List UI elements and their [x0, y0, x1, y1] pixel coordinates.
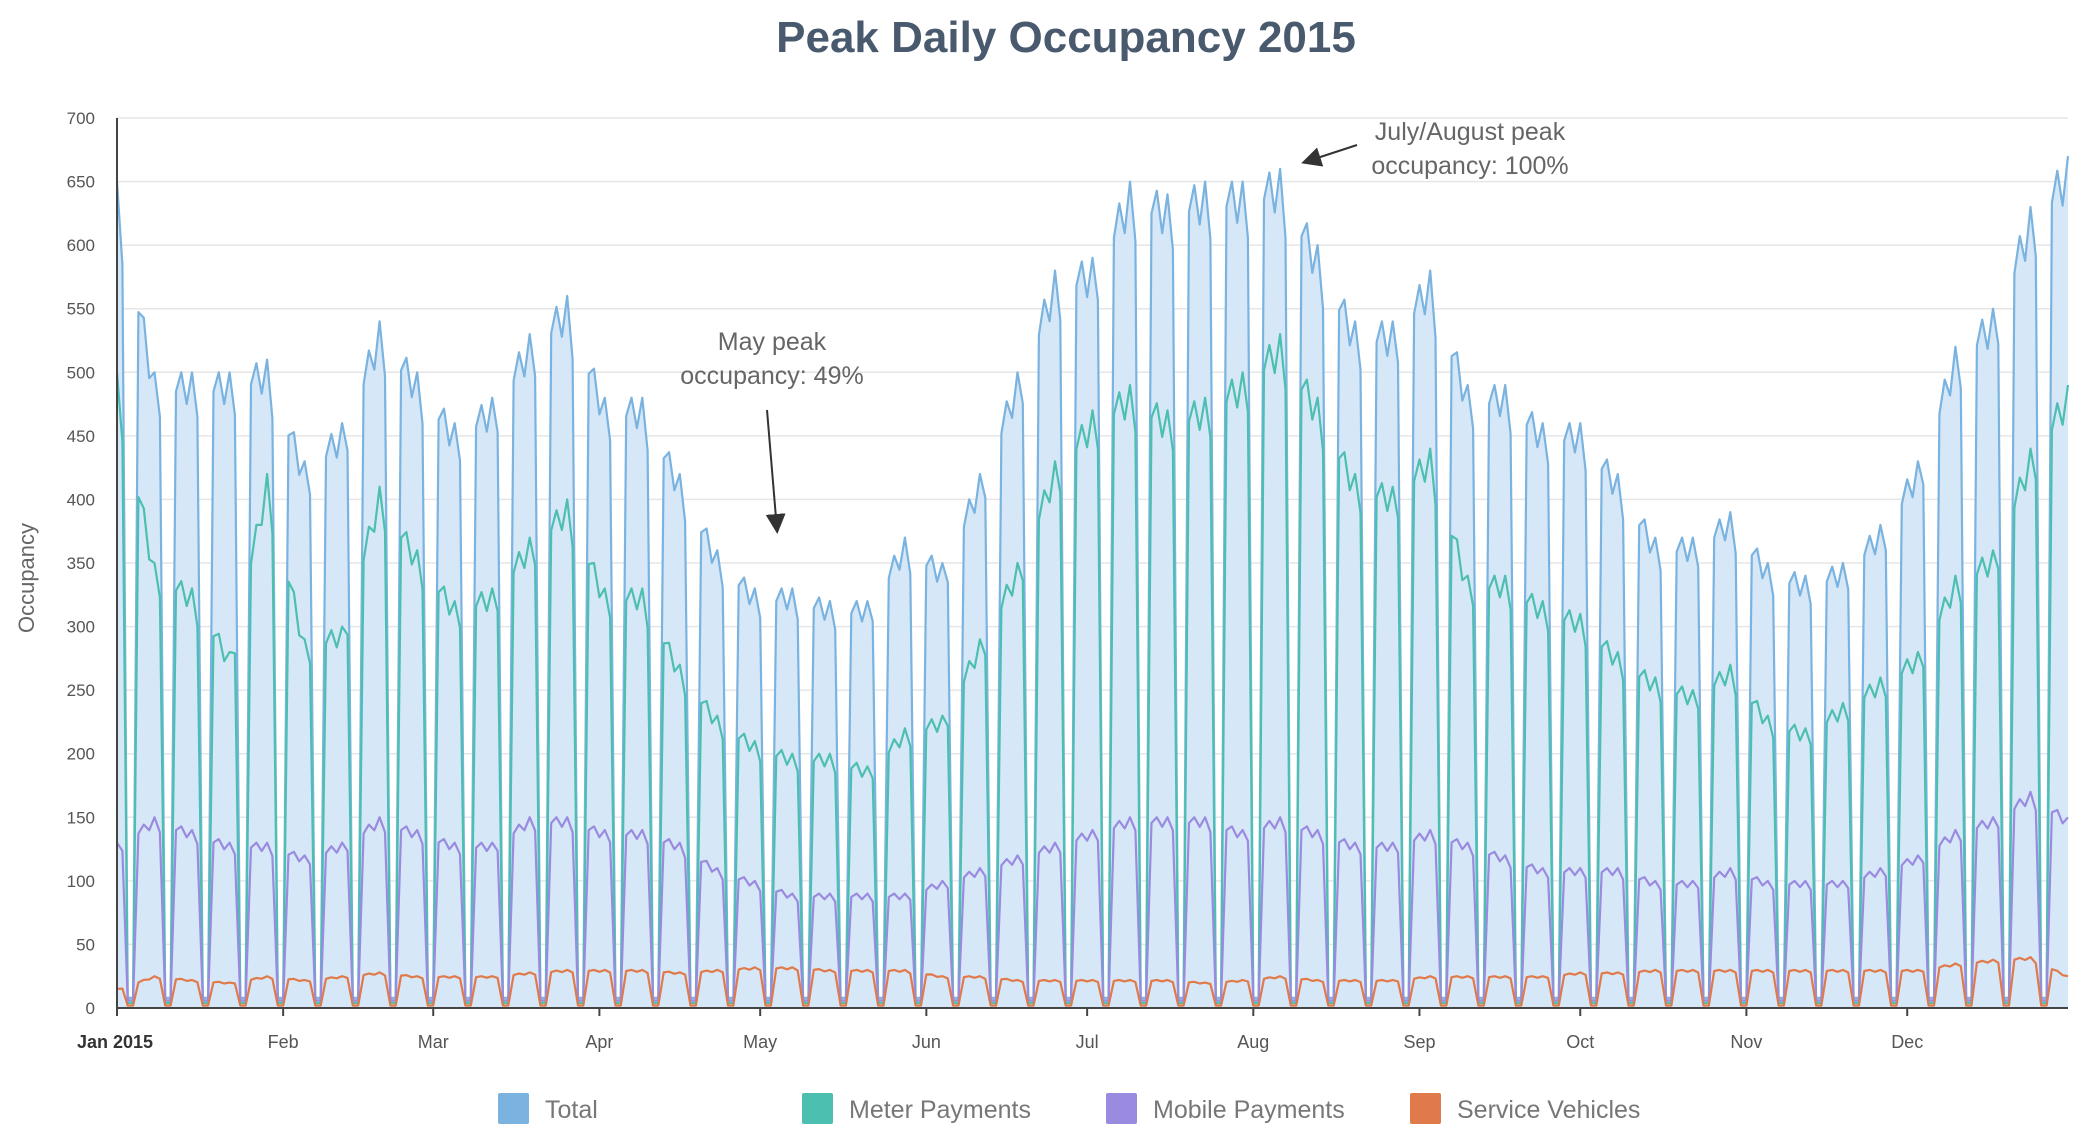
legend-label-mobile-payments: Mobile Payments — [1153, 1096, 1345, 1124]
y-axis-ticks: 0 50 100 150 200 250 300 350 400 450 500 550 600 650 7… — [67, 109, 95, 1018]
y-tick-label: 400 — [67, 490, 95, 509]
annotation-may-arrow — [765, 409, 786, 534]
y-tick-label: 250 — [67, 681, 95, 700]
legend-label-meter-payments: Meter Payments — [849, 1096, 1031, 1124]
x-tick-label: Feb — [268, 1032, 299, 1052]
y-tick-label: 150 — [67, 808, 95, 827]
series-line-total — [115, 155, 2070, 999]
series-area-total — [117, 156, 2068, 1009]
y-tick-label: 50 — [76, 935, 95, 954]
x-axis-ticks: Jan 2015 Feb Mar Apr May Jun Jul Aug Sep Oct Nov De… — [77, 1008, 1923, 1052]
series-line-service-vehicles — [116, 956, 2069, 1007]
x-tick-label: Jun — [912, 1032, 941, 1052]
y-tick-label: 350 — [67, 554, 95, 573]
y-tick-label: 700 — [67, 109, 95, 128]
legend-swatch-mobile-payments — [1106, 1093, 1137, 1124]
legend-swatch-meter-payments — [802, 1093, 833, 1124]
x-tick-label: Jul — [1076, 1032, 1099, 1052]
series-line-meter-payments — [115, 333, 2070, 1004]
chart-title: Peak Daily Occupancy 2015 — [776, 13, 1356, 62]
x-tick-label: Aug — [1237, 1032, 1269, 1052]
y-tick-label: 600 — [67, 236, 95, 255]
annotation-july-august-arrow — [1301, 144, 1358, 167]
series-line-mobile-payments — [116, 790, 2069, 1002]
y-tick-label: 650 — [67, 173, 95, 192]
legend-swatch-service-vehicles — [1410, 1093, 1441, 1124]
y-tick-label: 550 — [67, 300, 95, 319]
y-tick-label: 300 — [67, 618, 95, 637]
y-axis-label: Occupancy — [14, 523, 39, 633]
y-tick-label: 100 — [67, 872, 95, 891]
x-tick-label: Sep — [1403, 1032, 1435, 1052]
x-tick-label: Oct — [1566, 1032, 1594, 1052]
x-tick-label: Jan 2015 — [77, 1032, 153, 1052]
legend-label-total: Total — [545, 1096, 598, 1124]
y-tick-label: 450 — [67, 427, 95, 446]
x-tick-label: Dec — [1891, 1032, 1923, 1052]
axes — [116, 118, 2068, 1009]
y-tick-label: 0 — [86, 999, 95, 1018]
x-tick-label: Mar — [418, 1032, 449, 1052]
x-tick-label: Nov — [1730, 1032, 1762, 1052]
legend-label-service-vehicles: Service Vehicles — [1457, 1096, 1640, 1124]
x-tick-label: May — [743, 1032, 777, 1052]
series-layer — [115, 155, 2070, 1009]
y-tick-label: 200 — [67, 745, 95, 764]
legend-swatch-total — [498, 1093, 529, 1124]
annotations: May peak occupancy: 49% July/August peak oc… — [680, 118, 1569, 534]
legend: Total Meter Payments Mobile Payments Servic… — [498, 1093, 1640, 1124]
y-tick-label: 500 — [67, 363, 95, 382]
annotation-may-peak: May peak occupancy: 49% — [680, 328, 863, 390]
annotation-july-august-peak: July/August peak occupancy: 100% — [1371, 118, 1568, 180]
x-tick-label: Apr — [585, 1032, 613, 1052]
